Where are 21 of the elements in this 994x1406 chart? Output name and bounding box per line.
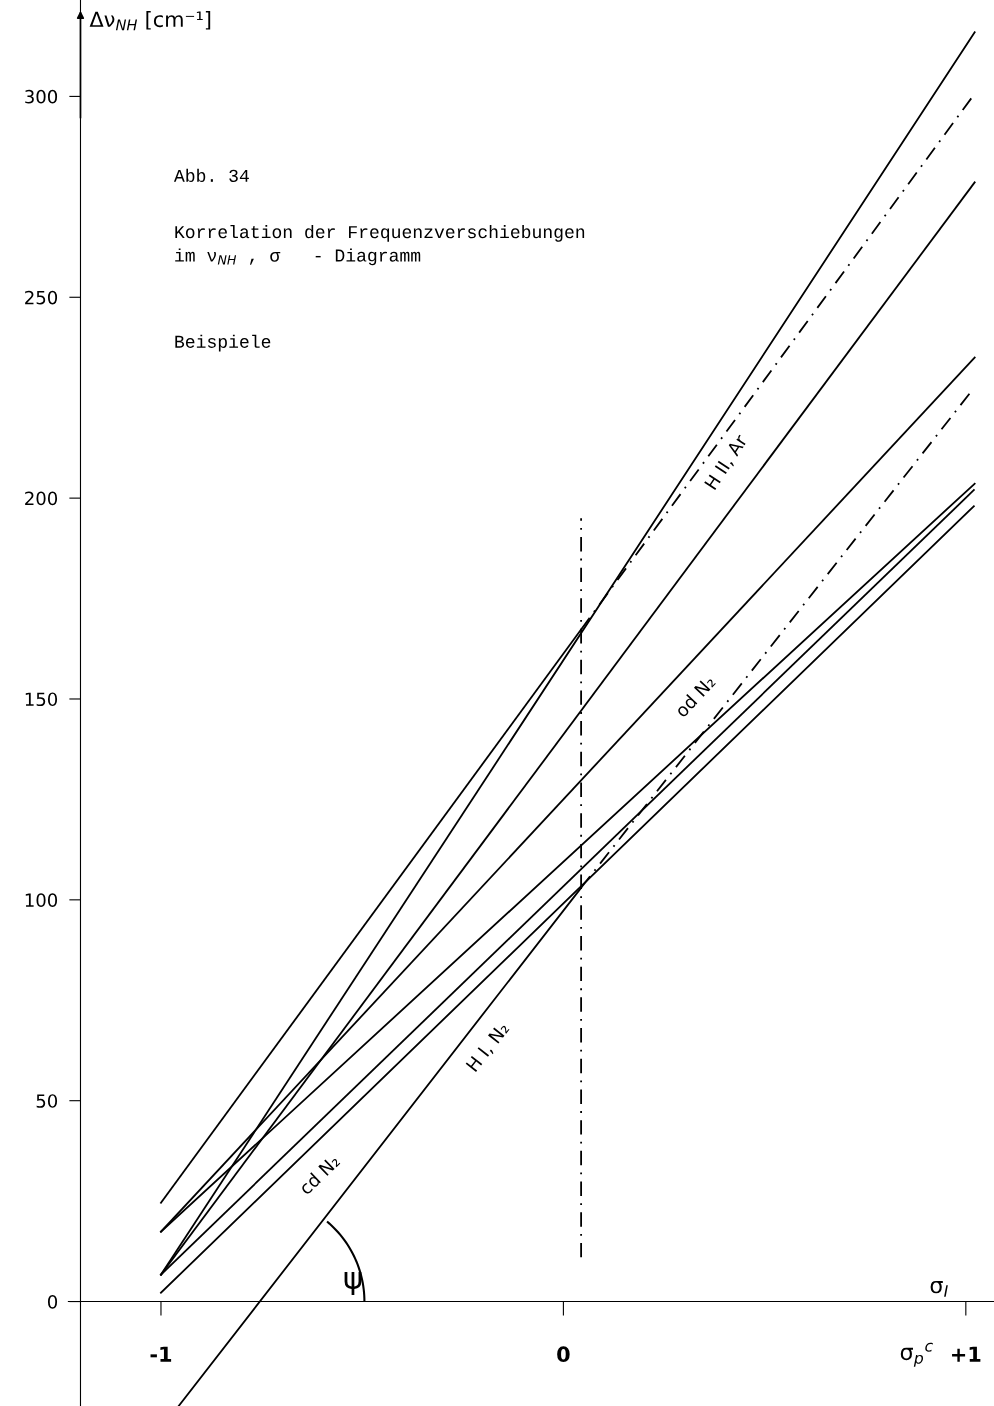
- annotation: σ$_{p}$$^{c}$: [900, 1342, 933, 1367]
- annotation: cd N₂: [297, 1153, 341, 1196]
- text: Abb. 34: [173, 168, 249, 182]
- annotation: H II, Ar: [704, 433, 750, 492]
- y-tick-label: 100: [25, 893, 58, 907]
- text: Korrelation der Frequenzverschiebungen im ν$_{NH}$ , σ - Diagramm: [175, 224, 585, 266]
- x-tick-label: +1: [952, 1346, 981, 1362]
- x-tick-label: -1: [150, 1346, 172, 1362]
- annotation: Beispiele: [175, 334, 271, 352]
- annotation: ψ: [344, 1271, 362, 1295]
- annotation: od N₂: [673, 674, 716, 719]
- y-tick-label: 300: [25, 89, 58, 104]
- x-axis-title: σ$_{I}$: [930, 1280, 948, 1297]
- y-axis-title: Δν$_{NH}$ [cm⁻¹]: [89, 11, 211, 31]
- y-tick-label: 150: [25, 692, 58, 707]
- annotation: H I, N₂: [465, 1021, 512, 1074]
- y-tick-label: 250: [25, 290, 58, 305]
- y-tick-label: 200: [25, 491, 58, 506]
- y-tick-label: 50: [36, 1094, 58, 1108]
- y-tick-label: 0: [47, 1295, 58, 1309]
- x-tick-label: 0: [557, 1346, 570, 1363]
